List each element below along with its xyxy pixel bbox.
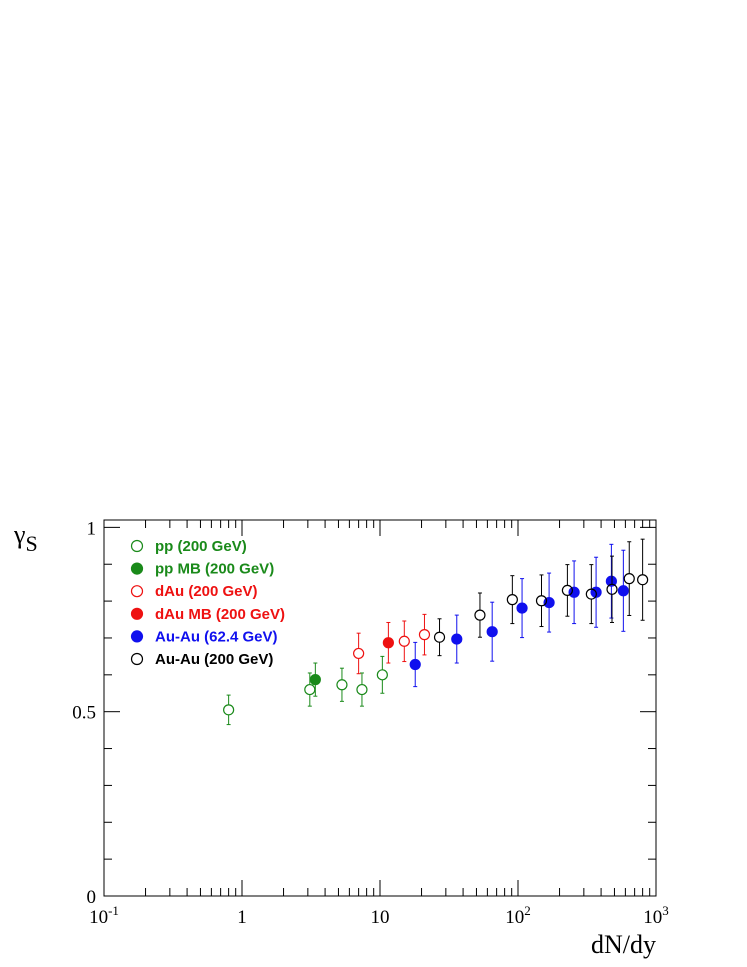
legend-label: dAu (200 GeV) bbox=[155, 583, 258, 600]
data-point bbox=[336, 667, 348, 702]
data-marker bbox=[309, 674, 321, 686]
data-marker bbox=[623, 573, 635, 585]
x-tick-label-exponent: 3 bbox=[662, 903, 669, 918]
data-point bbox=[623, 541, 635, 616]
data-point bbox=[451, 614, 463, 664]
x-tick-label-base: 10 bbox=[643, 907, 662, 928]
x-tick-label: 103 bbox=[643, 903, 669, 928]
y-axis-title-subscript: S bbox=[26, 531, 38, 556]
data-marker bbox=[433, 631, 446, 643]
data-point bbox=[535, 574, 548, 628]
x-axis-title: dN/dy bbox=[591, 930, 656, 959]
data-point bbox=[605, 543, 617, 619]
x-tick-label-base: 10 bbox=[89, 907, 108, 928]
x-tick-label: 102 bbox=[505, 903, 531, 928]
data-marker bbox=[474, 609, 486, 621]
data-marker bbox=[617, 585, 629, 597]
data-marker bbox=[336, 679, 348, 691]
data-marker bbox=[418, 629, 431, 641]
x-tick-label-exponent: -1 bbox=[108, 903, 119, 918]
data-point bbox=[606, 555, 618, 623]
legend-label: dAu MB (200 GeV) bbox=[155, 606, 285, 623]
series bbox=[433, 538, 649, 657]
x-tick-label-exponent: 2 bbox=[524, 903, 531, 918]
data-point bbox=[568, 560, 580, 625]
data-marker bbox=[223, 704, 235, 716]
y-axis-title-symbol: γ bbox=[13, 520, 26, 549]
y-tick-label: 0 bbox=[87, 887, 97, 908]
legend-label: Au-Au (200 GeV) bbox=[155, 651, 273, 668]
legend-marker bbox=[130, 562, 144, 575]
data-marker bbox=[568, 586, 580, 598]
data-marker bbox=[605, 575, 617, 587]
x-tick-label-base: 10 bbox=[505, 907, 524, 928]
data-marker bbox=[409, 658, 421, 671]
series bbox=[409, 543, 629, 688]
legend-marker bbox=[130, 585, 144, 598]
data-point bbox=[418, 613, 431, 656]
legend-marker bbox=[130, 539, 144, 553]
legend-marker bbox=[130, 652, 144, 666]
data-point bbox=[506, 575, 518, 625]
data-marker bbox=[516, 602, 528, 614]
data-marker bbox=[561, 584, 573, 597]
data-point bbox=[382, 621, 394, 664]
data-point bbox=[223, 694, 235, 726]
y-tick-label: 1 bbox=[87, 518, 97, 539]
data-point bbox=[409, 641, 421, 688]
legend-label: pp (200 GeV) bbox=[155, 538, 247, 555]
data-point bbox=[617, 549, 629, 632]
legend-marker bbox=[130, 607, 144, 620]
data-point bbox=[376, 655, 388, 694]
data-marker bbox=[535, 595, 548, 607]
data-point bbox=[309, 662, 321, 697]
data-marker bbox=[606, 583, 618, 595]
legend-label: pp MB (200 GeV) bbox=[155, 561, 274, 578]
data-marker bbox=[398, 635, 410, 647]
data-marker bbox=[382, 637, 394, 649]
data-point bbox=[561, 564, 573, 617]
data-marker bbox=[506, 594, 518, 606]
data-points bbox=[223, 538, 649, 726]
data-marker bbox=[451, 633, 463, 645]
x-tick-label: 10-1 bbox=[89, 903, 119, 928]
x-tick-label-base: 1 bbox=[237, 907, 247, 928]
series bbox=[309, 662, 321, 697]
data-point bbox=[356, 672, 368, 707]
x-tick-label: 10 bbox=[371, 907, 390, 928]
data-point bbox=[585, 564, 597, 625]
x-tick-label: 1 bbox=[237, 907, 247, 928]
x-tick-label-base: 10 bbox=[371, 907, 390, 928]
legend-marker bbox=[130, 630, 144, 643]
y-axis-title: γS bbox=[13, 520, 38, 556]
data-marker bbox=[637, 574, 649, 586]
data-point bbox=[637, 538, 649, 621]
data-point bbox=[516, 578, 528, 639]
data-marker bbox=[585, 588, 597, 600]
legend: pp (200 GeV) pp MB (200 GeV) dAu (200 GeV)… bbox=[130, 538, 285, 668]
data-marker bbox=[356, 683, 368, 696]
data-marker bbox=[376, 669, 388, 681]
data-point bbox=[433, 618, 446, 657]
series bbox=[353, 613, 431, 675]
data-point bbox=[398, 620, 410, 663]
y-tick-label: 0.5 bbox=[72, 703, 96, 724]
data-marker bbox=[486, 626, 498, 638]
legend-label: Au-Au (62.4 GeV) bbox=[155, 628, 278, 645]
data-point bbox=[474, 592, 486, 638]
data-point bbox=[486, 601, 498, 662]
data-point bbox=[353, 632, 365, 675]
data-marker bbox=[353, 647, 365, 660]
series bbox=[382, 621, 394, 664]
data-marker bbox=[304, 683, 316, 696]
